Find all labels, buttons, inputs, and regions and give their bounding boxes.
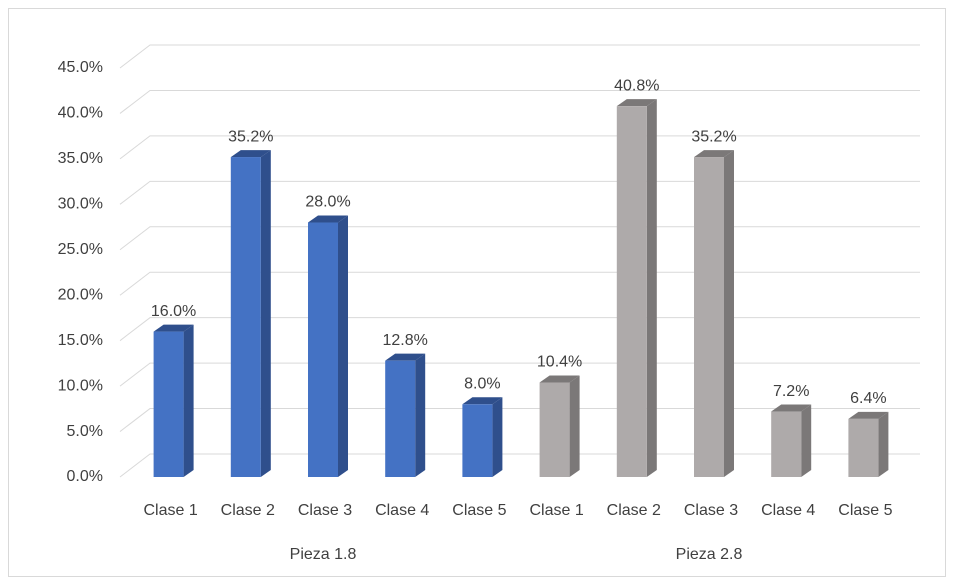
y-tick-label: 20.0%: [58, 286, 103, 303]
data-label: 16.0%: [151, 303, 196, 320]
bar: [771, 404, 812, 477]
data-label: 12.8%: [383, 332, 428, 349]
bar-top: [153, 324, 194, 332]
x-tick-label: Clase 3: [684, 502, 738, 519]
x-tick-label: Clase 5: [452, 502, 506, 519]
data-label: 40.8%: [614, 77, 659, 94]
data-label: 7.2%: [773, 383, 809, 400]
bar-front: [848, 418, 879, 477]
bar: [539, 375, 580, 477]
bar-top: [848, 411, 889, 419]
bar-side: [569, 375, 580, 477]
bar: [616, 99, 657, 477]
x-tick-label: Clase 1: [143, 502, 197, 519]
bar-front: [616, 106, 647, 477]
bar-side: [878, 411, 889, 477]
bar: [694, 150, 734, 477]
y-tick-label: 5.0%: [67, 423, 103, 440]
y-tick-label: 35.0%: [58, 150, 103, 167]
y-tick-label: 15.0%: [58, 332, 103, 349]
grid-line: [119, 408, 920, 432]
grid-line: [119, 317, 920, 342]
bar-side: [801, 404, 812, 477]
y-tick-label: 10.0%: [58, 377, 103, 394]
bar: [462, 397, 503, 477]
data-label: 10.4%: [537, 354, 582, 371]
data-label: 6.4%: [850, 390, 886, 407]
group-label: Pieza 2.8: [676, 546, 743, 563]
x-tick-label: Clase 1: [529, 502, 583, 519]
bar-top: [308, 215, 348, 223]
bar-top: [539, 375, 580, 383]
bar-top: [771, 404, 812, 412]
grid-line: [119, 180, 920, 205]
bar-top: [462, 397, 503, 405]
x-tick-label: Clase 2: [221, 502, 275, 519]
bar-front: [153, 331, 184, 477]
data-label: 35.2%: [691, 128, 736, 145]
group-label: Pieza 1.8: [290, 546, 357, 563]
bar-front: [462, 404, 493, 477]
bar-side: [338, 215, 348, 477]
bar: [848, 411, 889, 477]
bar-side: [646, 99, 657, 477]
bar-side: [724, 150, 734, 477]
bar-front: [308, 222, 338, 477]
bar-front: [230, 157, 261, 477]
data-label: 28.0%: [305, 194, 350, 211]
grid-line: [119, 135, 920, 160]
grid-line: [119, 453, 920, 478]
grid-line: [119, 362, 920, 387]
bar-top: [385, 353, 426, 361]
bar: [308, 215, 348, 477]
y-tick-label: 40.0%: [58, 105, 103, 122]
x-tick-label: Clase 3: [298, 502, 352, 519]
bar: [385, 353, 426, 477]
bar: [153, 324, 194, 477]
grid-line: [119, 226, 920, 251]
bar-front: [771, 411, 802, 477]
grid-line: [119, 89, 920, 114]
bar-front: [539, 382, 570, 477]
bar-side: [492, 397, 503, 477]
bar-side: [183, 324, 194, 477]
y-tick-label: 45.0%: [58, 59, 103, 76]
x-tick-label: Clase 4: [375, 502, 429, 519]
data-label: 8.0%: [464, 376, 500, 393]
x-tick-label: Clase 2: [607, 502, 661, 519]
bar-top: [616, 99, 657, 107]
y-tick-label: 25.0%: [58, 241, 103, 258]
grid-line: [119, 271, 920, 296]
bar-side: [415, 353, 426, 477]
bar-front: [385, 360, 416, 477]
bar-front: [694, 157, 724, 477]
y-tick-label: 0.0%: [67, 468, 103, 485]
x-tick-label: Clase 4: [761, 502, 815, 519]
bar-top: [230, 150, 271, 158]
grid-line: [119, 44, 920, 69]
chart-border: [8, 8, 946, 577]
y-tick-label: 30.0%: [58, 196, 103, 213]
data-label: 35.2%: [228, 128, 273, 145]
bar-side: [260, 150, 271, 477]
x-tick-label: Clase 5: [838, 502, 892, 519]
bar: [230, 150, 271, 477]
bar-top: [694, 150, 734, 158]
